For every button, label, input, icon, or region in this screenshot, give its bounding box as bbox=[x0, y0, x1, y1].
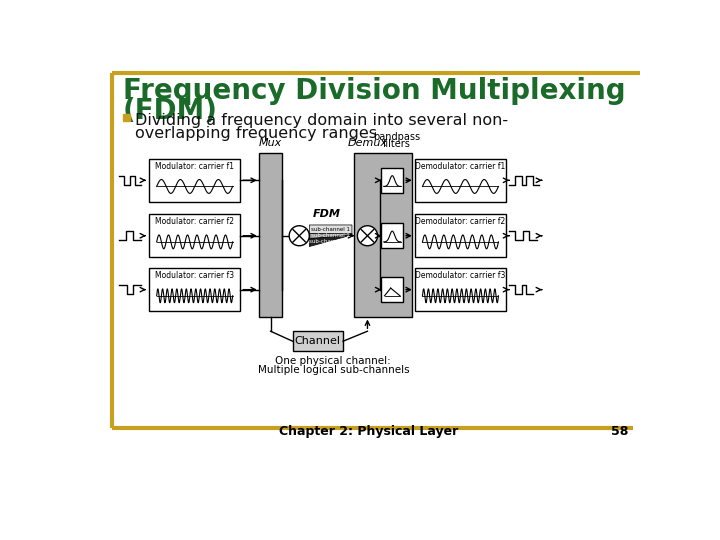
Text: Modulator: carrier f3: Modulator: carrier f3 bbox=[155, 271, 234, 280]
Text: Channel: Channel bbox=[295, 336, 341, 346]
Text: Mux: Mux bbox=[259, 138, 282, 148]
Bar bbox=[382, 224, 403, 248]
Circle shape bbox=[289, 226, 310, 246]
Text: Dividing a frequency domain into several non-: Dividing a frequency domain into several… bbox=[135, 113, 508, 129]
Text: 58: 58 bbox=[611, 426, 629, 438]
Bar bbox=[122, 114, 130, 121]
Text: One physical channel:: One physical channel: bbox=[276, 356, 391, 366]
Polygon shape bbox=[310, 225, 352, 235]
Bar bbox=[292, 331, 343, 351]
Bar bbox=[354, 153, 412, 318]
Bar bbox=[415, 159, 506, 202]
Text: overlapping frequency ranges: overlapping frequency ranges bbox=[135, 126, 377, 140]
Text: Modulator: carrier f2: Modulator: carrier f2 bbox=[155, 217, 234, 226]
Bar bbox=[415, 268, 506, 311]
Text: Multiple logical sub-channels: Multiple logical sub-channels bbox=[258, 365, 409, 375]
Text: sub-channel 1: sub-channel 1 bbox=[311, 227, 350, 232]
Text: Demodulator: carrier f1: Demodulator: carrier f1 bbox=[415, 162, 505, 171]
Bar bbox=[149, 268, 240, 311]
Text: filters: filters bbox=[383, 139, 411, 148]
Text: (FDM): (FDM) bbox=[122, 97, 217, 125]
Circle shape bbox=[357, 226, 377, 246]
Text: sub-channel 3: sub-channel 3 bbox=[309, 239, 348, 244]
Text: Demodulator: carrier f3: Demodulator: carrier f3 bbox=[415, 271, 505, 280]
Bar bbox=[382, 278, 403, 302]
Text: Modulator: carrier f1: Modulator: carrier f1 bbox=[155, 162, 234, 171]
Text: FDM: FDM bbox=[313, 209, 341, 219]
Bar bbox=[259, 153, 282, 318]
Text: bandpass: bandpass bbox=[374, 132, 420, 142]
Bar bbox=[149, 159, 240, 202]
Text: Demux: Demux bbox=[348, 138, 387, 148]
Text: Demodulator: carrier f2: Demodulator: carrier f2 bbox=[415, 217, 505, 226]
Polygon shape bbox=[310, 235, 352, 247]
Text: sub-channel 2: sub-channel 2 bbox=[311, 233, 350, 238]
Bar bbox=[415, 214, 506, 257]
Text: Frequency Division Multiplexing: Frequency Division Multiplexing bbox=[122, 77, 625, 105]
Polygon shape bbox=[310, 233, 352, 239]
Bar bbox=[149, 214, 240, 257]
Text: Chapter 2: Physical Layer: Chapter 2: Physical Layer bbox=[279, 426, 459, 438]
Bar bbox=[382, 168, 403, 193]
